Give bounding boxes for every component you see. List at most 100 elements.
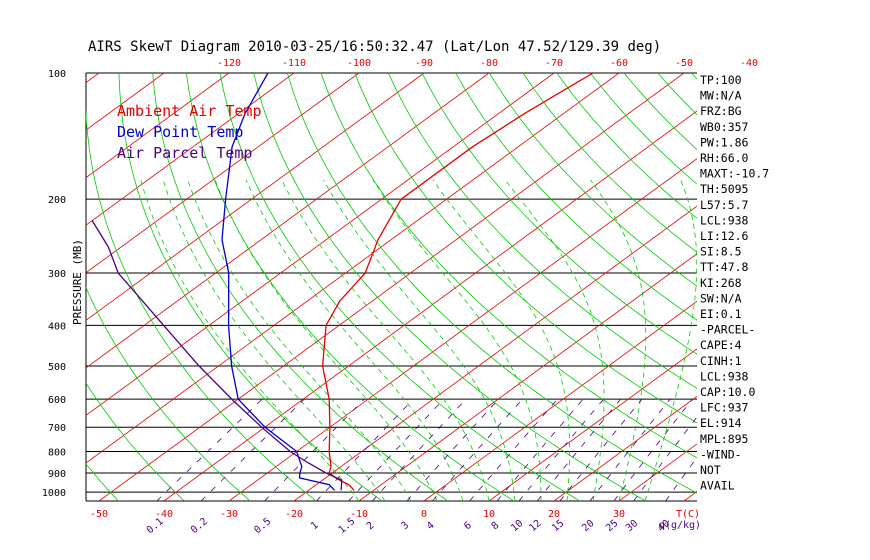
- mixing-ratio-line: [589, 398, 671, 501]
- dry-adiabat-line: [421, 73, 697, 355]
- index-label: LCL:938: [700, 369, 749, 383]
- dry-adiabat-line: [286, 73, 697, 494]
- dry-adiabat-line: [354, 73, 697, 424]
- dry-adiabat-line: [860, 73, 870, 501]
- index-label: LFC:937: [700, 401, 749, 415]
- pressure-tick-label: 800: [48, 448, 66, 459]
- pressure-tick-label: 200: [48, 195, 66, 206]
- mixing-ratio-tick-label: 20: [580, 518, 596, 534]
- pressure-tick-label: 600: [48, 395, 66, 406]
- moist-adiabat-line: [140, 179, 360, 501]
- top-temp-tick-label: -60: [610, 58, 628, 69]
- index-label: -WIND-: [700, 447, 742, 461]
- top-temp-tick-label: -40: [740, 58, 758, 69]
- isotherm-line: [488, 348, 697, 501]
- moist-adiabat-line: [245, 179, 464, 501]
- top-temp-tick-label: -100: [347, 58, 371, 69]
- dry-adiabat-line: [219, 73, 581, 501]
- index-label: SI:8.5: [700, 245, 742, 259]
- index-label: NOT: [700, 463, 721, 477]
- isotherm-line: [86, 73, 100, 84]
- top-temp-tick-label: -90: [415, 58, 433, 69]
- index-label: LCL:938: [700, 213, 749, 227]
- isotherm-line: [86, 73, 230, 179]
- dry-adiabat-line: [86, 382, 185, 501]
- mixing-ratio-tick-label: 6: [462, 520, 474, 532]
- dry-adiabat-line: [826, 73, 870, 501]
- mixing-ratio-line: [613, 398, 693, 501]
- index-label: EI:0.1: [700, 307, 742, 321]
- mixing-ratio-tick-label: 3: [399, 520, 411, 532]
- index-label: L57:5.7: [700, 198, 749, 212]
- mixing-ratio-line: [496, 398, 584, 501]
- dry-adiabat-line: [455, 73, 697, 321]
- isotherm-line: [86, 73, 295, 226]
- plot-frame: [85, 72, 697, 502]
- isotherm-line: [749, 73, 870, 501]
- index-label: LI:12.6: [700, 229, 749, 243]
- dry-adiabat-line: [522, 73, 697, 253]
- mixing-ratio-line: [200, 398, 305, 501]
- mixing-ratio-tick-label: 10: [509, 518, 525, 534]
- mixing-ratio-line: [665, 456, 697, 501]
- moist-adiabat-line: [162, 179, 386, 501]
- mixing-ratio-tick-label: 0.2: [189, 516, 210, 536]
- mixing-ratio-tick-label: 15: [550, 518, 566, 534]
- moist-adiabat-line: [187, 179, 412, 501]
- index-label: CAPE:4: [700, 338, 742, 352]
- dry-adiabat-line: [657, 73, 697, 116]
- index-label: KI:268: [700, 276, 742, 290]
- legend-entry: Air Parcel Temp: [117, 144, 252, 162]
- ambient-air-temp-line: [321, 73, 594, 491]
- isotherm-line: [98, 73, 685, 501]
- index-label: PW:1.86: [700, 135, 749, 149]
- top-temp-tick-label: -110: [282, 58, 306, 69]
- top-temp-tick-label: -70: [545, 58, 563, 69]
- index-label: EL:914: [700, 416, 742, 430]
- moist-adiabat-line: [432, 179, 570, 501]
- dry-adiabat-line: [320, 73, 697, 459]
- index-label: TH:5095: [700, 182, 748, 196]
- legend-entry: Ambient Air Temp: [117, 102, 262, 120]
- index-label: TP:100: [700, 73, 742, 87]
- isotherm-line: [553, 395, 697, 501]
- mixing-ratio-line: [156, 398, 263, 501]
- moist-adiabat-line: [590, 179, 647, 501]
- legend: Ambient Air Temp Dew Point Temp Air Parcel…: [117, 102, 262, 162]
- mixing-ratio-line: [264, 398, 365, 501]
- background-grid: [0, 73, 870, 501]
- y-axis-label: PRESSURE (MB): [71, 239, 84, 325]
- bottom-temp-tick-label: -20: [285, 509, 303, 520]
- top-temp-tick-label: -120: [217, 58, 241, 69]
- mixing-ratio-line: [406, 398, 499, 501]
- profile-series: [91, 73, 594, 491]
- isotherm-line: [0, 73, 34, 501]
- isotherm-line: [814, 73, 870, 501]
- isotherm-line: [423, 300, 697, 501]
- index-label: CINH:1: [700, 354, 742, 368]
- isotherm-line: [358, 253, 697, 501]
- pressure-tick-label: 100: [48, 69, 66, 80]
- index-label: RH:66.0: [700, 151, 749, 165]
- isotherm-line: [86, 73, 620, 464]
- pressure-tick-label: 400: [48, 321, 66, 332]
- chart-title: AIRS SkewT Diagram 2010-03-25/16:50:32.4…: [88, 39, 661, 55]
- dry-adiabat-line: [86, 286, 251, 501]
- isotherm-line: [86, 73, 360, 274]
- air-parcel-temp-line: [91, 220, 343, 491]
- mixing-ratio-tick-label: 25: [604, 518, 620, 534]
- dry-adiabat-line: [253, 73, 646, 501]
- mixing-ratio-tick-label: 1: [309, 520, 321, 532]
- isotherm-line: [86, 73, 555, 416]
- mixing-ratio-tick-label: 30: [624, 518, 640, 534]
- dry-adiabat-line: [759, 73, 870, 501]
- isotherm-line: [163, 110, 697, 501]
- isotherm-line: [86, 73, 425, 321]
- dry-adiabat-line: [0, 73, 53, 501]
- mixing-ratio-line: [432, 398, 523, 501]
- mixing-ratio-line: [559, 398, 643, 501]
- isotherm-line: [293, 205, 697, 501]
- mixing-ratio-tick-label: 8: [490, 520, 502, 532]
- moist-adiabat-line: [372, 179, 542, 501]
